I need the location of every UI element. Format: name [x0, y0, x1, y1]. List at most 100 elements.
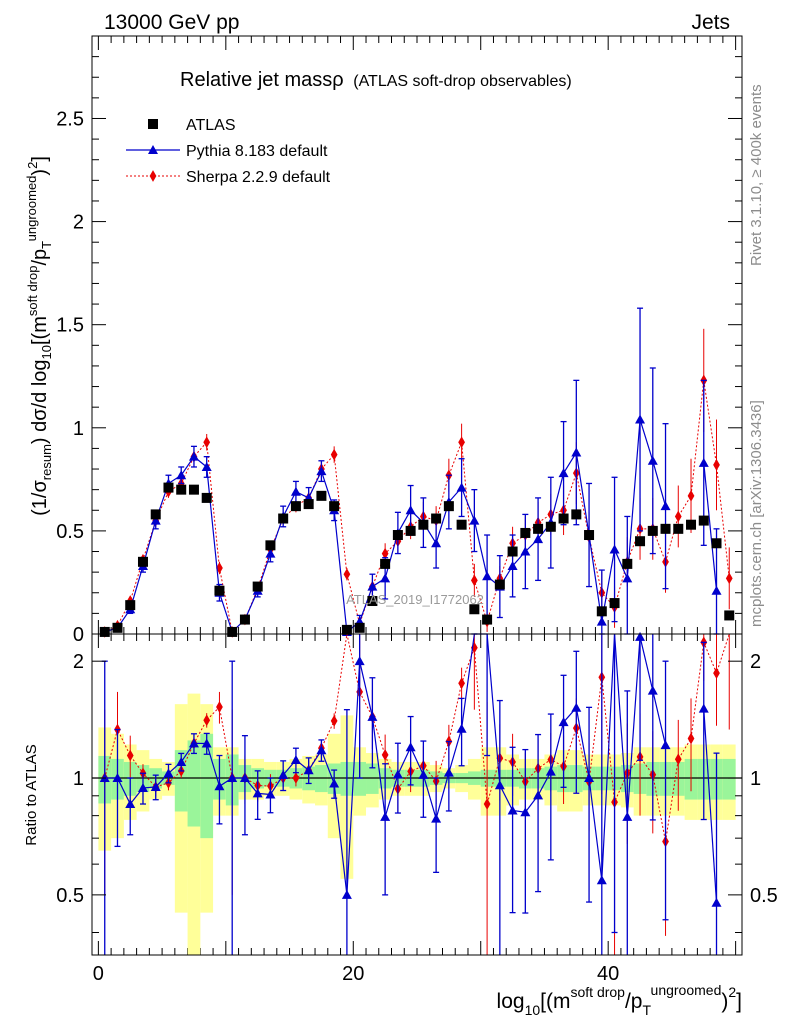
band-inner — [366, 763, 379, 794]
pythia-point — [469, 515, 480, 525]
ratio-tick-label-left: 0.5 — [56, 885, 84, 907]
y-axis-label-ratio: Ratio to ATLAS — [23, 744, 40, 845]
sherpa-ratio-point — [381, 749, 389, 761]
sherpa-ratio-point — [687, 732, 695, 745]
pythia-point — [660, 501, 671, 511]
pythia-ratio-point — [698, 703, 709, 713]
band-inner — [353, 761, 367, 796]
atlas-point — [405, 525, 416, 536]
atlas-point — [571, 509, 582, 520]
main-panel: 0 20 40 0 0.5 1 1.5 2 2.5 — [56, 35, 743, 985]
sherpa-ratio-point — [458, 677, 465, 690]
atlas-point — [431, 513, 442, 524]
pythia-ratio-point — [341, 889, 352, 899]
pythia-ratio-point — [316, 745, 327, 755]
x-tick-label: 40 — [597, 963, 619, 985]
atlas-point — [711, 538, 722, 549]
pythia-ratio-line — [703, 708, 718, 903]
pythia-ratio-point — [647, 685, 658, 695]
atlas-point — [137, 556, 148, 567]
rivet-label: Rivet 3.1.10, ≥ 400k events — [748, 84, 765, 266]
sherpa-ratio-point — [483, 798, 491, 810]
pythia-ratio-point — [622, 811, 633, 821]
legend-label: Pythia 8.183 default — [186, 143, 328, 160]
pythia-ratio-point — [431, 813, 442, 823]
pythia-ratio-point — [545, 766, 556, 776]
pythia-ratio-point — [380, 811, 391, 821]
pythia-point — [622, 573, 633, 583]
atlas-point — [367, 596, 378, 607]
sherpa-line — [104, 380, 730, 633]
pythia-point — [533, 534, 544, 544]
atlas-point — [341, 624, 352, 635]
pythia-ratio-point — [112, 773, 123, 783]
analysis-watermark: ATLAS_2019_I1772062 — [346, 592, 484, 607]
atlas-point — [596, 606, 607, 617]
sherpa-point — [674, 510, 682, 523]
atlas-point — [443, 501, 454, 512]
plot-title-note: (ATLAS soft-drop observables) — [353, 73, 571, 90]
pythia-point — [698, 457, 709, 467]
pythia-ratio-series — [99, 631, 722, 955]
atlas-point — [303, 499, 314, 510]
pythia-point — [431, 538, 442, 548]
energy-label: 13000 GeV pp — [104, 11, 239, 34]
atlas-point — [584, 530, 595, 541]
plot-title-text: Relative jet mass — [180, 69, 332, 91]
legend-marker-pythia — [148, 145, 158, 154]
atlas-point — [724, 610, 735, 621]
x-axis-ticks: 0 20 40 — [93, 36, 737, 985]
atlas-point — [265, 540, 276, 551]
atlas-point — [252, 581, 263, 592]
pythia-ratio-point — [214, 781, 225, 791]
atlas-point — [686, 519, 697, 530]
atlas-point — [418, 519, 429, 530]
ratio-tick-label-right: 2 — [750, 651, 761, 673]
atlas-point — [112, 622, 123, 633]
atlas-point — [188, 484, 199, 495]
pythia-ratio-point — [392, 769, 403, 779]
y-tick-label: 0 — [73, 624, 84, 646]
legend-label: Sherpa 2.2.9 default — [186, 169, 331, 186]
jets-label: Jets — [691, 11, 730, 34]
pythia-ratio-point — [520, 807, 531, 817]
pythia-ratio-point — [188, 738, 199, 748]
y-tick-label: 1 — [73, 418, 84, 440]
ratio-tick-label-left: 1 — [73, 768, 84, 790]
plot-title: Relative jet massρ (ATLAS soft-drop obse… — [180, 69, 572, 91]
atlas-point — [647, 525, 658, 536]
atlas-point — [125, 600, 136, 611]
atlas-point — [635, 536, 646, 547]
pythia-point — [265, 548, 276, 558]
pythia-ratio-point — [494, 780, 505, 790]
atlas-point — [316, 490, 327, 501]
mcplots-label: mcplots.cern.ch [arXiv:1306.3436] — [748, 400, 765, 627]
atlas-point — [558, 513, 569, 524]
pythia-point — [316, 466, 327, 476]
legend-marker-sherpa — [149, 170, 157, 182]
sherpa-point — [330, 448, 338, 461]
legend-marker-atlas — [148, 119, 158, 129]
pythia-ratio-point — [596, 875, 607, 885]
y-axis-ticks-main: 0 0.5 1 1.5 2 2.5 — [56, 56, 742, 646]
pythia-line — [703, 462, 718, 591]
pythia-point — [380, 573, 391, 583]
pythia-ratio-point — [290, 754, 301, 764]
atlas-point — [533, 523, 544, 534]
sherpa-point — [343, 568, 351, 581]
sherpa-ratio-point — [216, 701, 223, 713]
atlas-point — [150, 509, 161, 520]
atlas-point — [329, 501, 340, 512]
atlas-point — [622, 558, 633, 569]
pythia-series — [99, 307, 722, 636]
pythia-ratio-point — [558, 717, 569, 727]
sherpa-point — [458, 436, 465, 449]
pythia-ratio-point — [571, 702, 582, 712]
pythia-point — [188, 451, 199, 461]
pythia-ratio-point — [227, 773, 238, 783]
ratio-panel: 0.5 0.5 1 1 2 2 — [56, 631, 778, 956]
atlas-point — [698, 515, 709, 526]
sherpa-point — [713, 459, 720, 471]
pythia-ratio-point — [150, 781, 161, 791]
pythia-point — [635, 414, 646, 424]
